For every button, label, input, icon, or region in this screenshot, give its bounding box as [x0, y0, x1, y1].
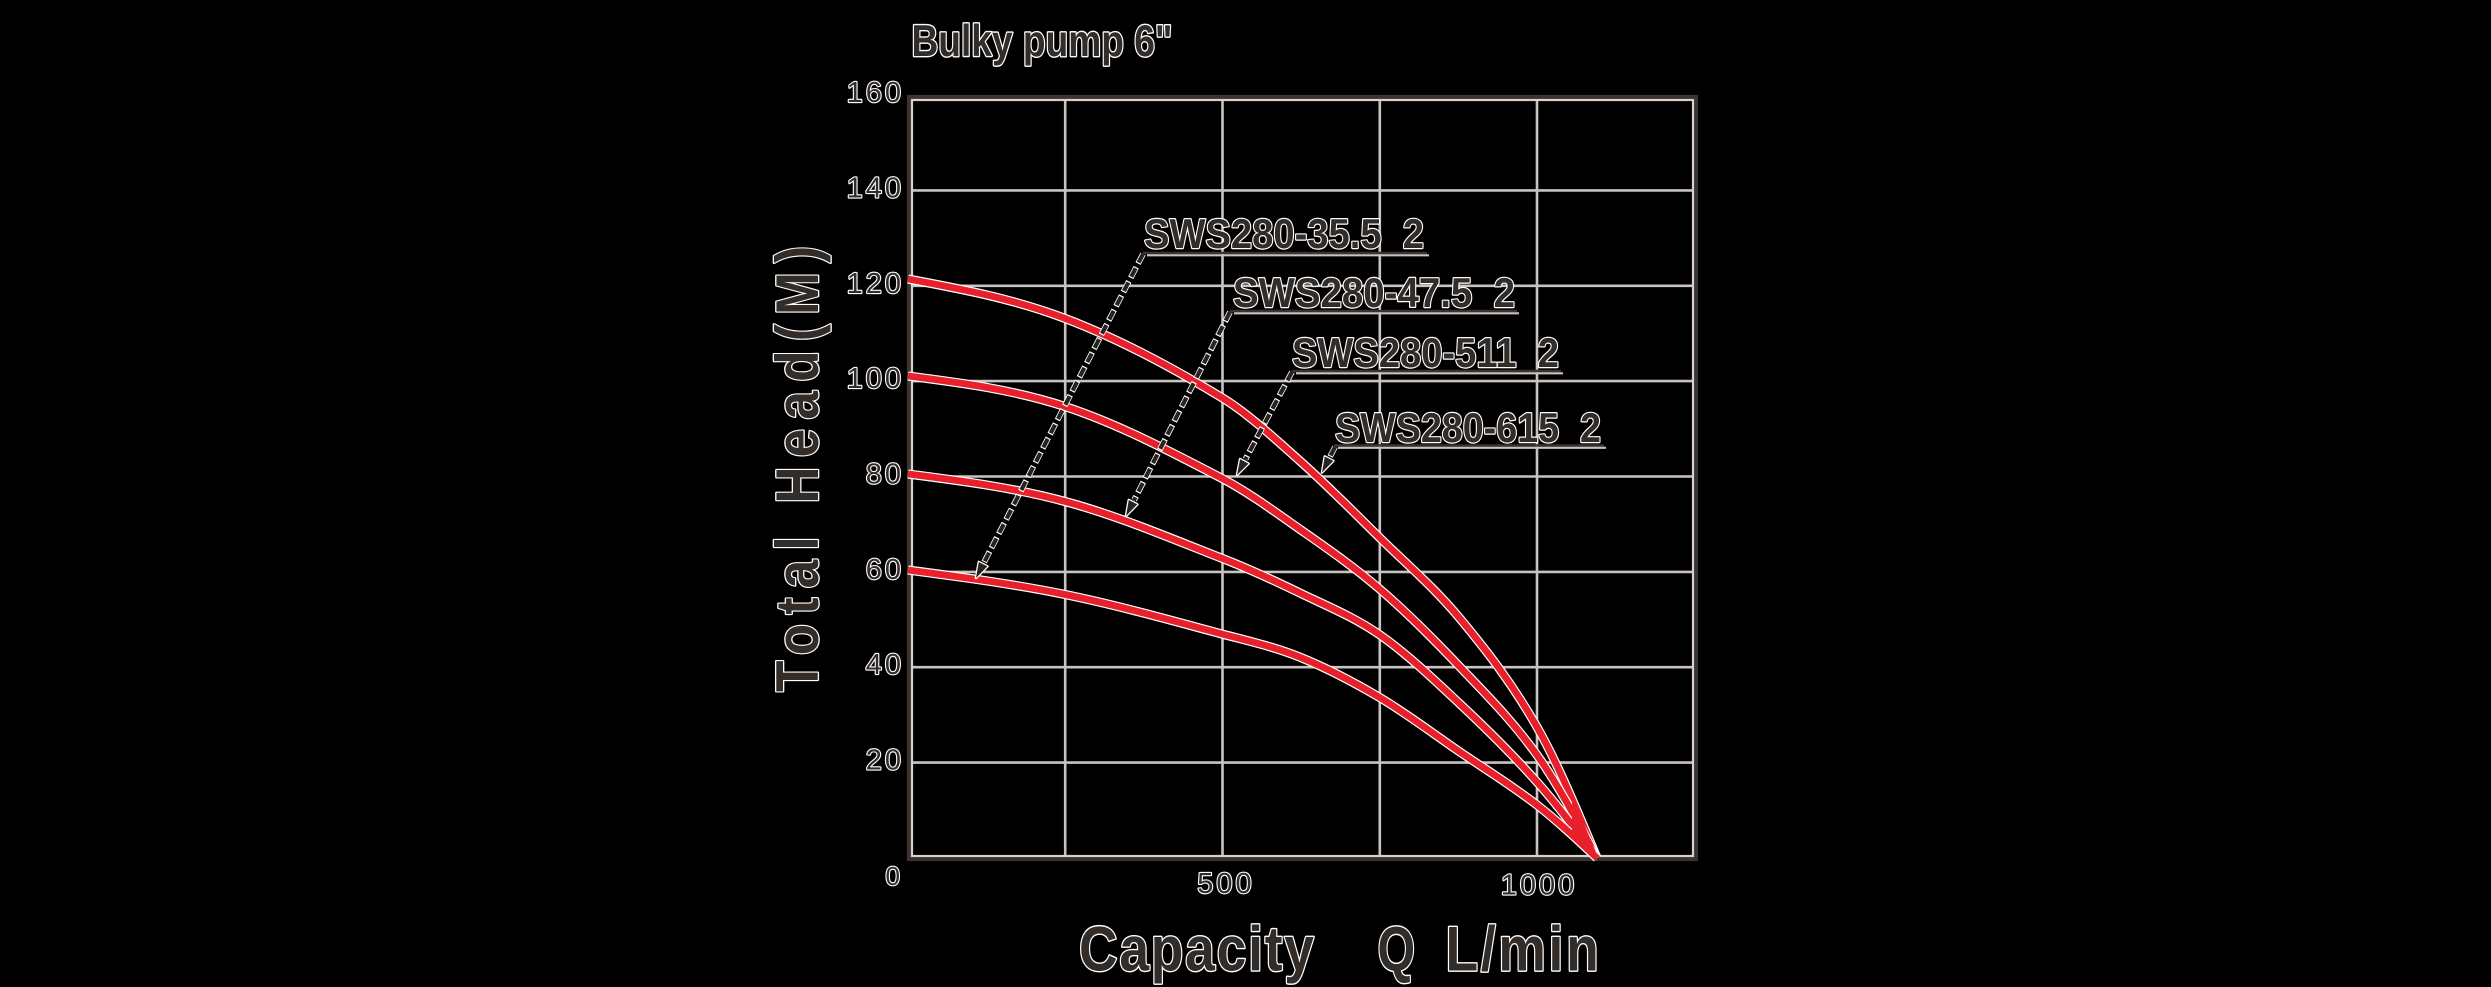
svg-text:Q: Q: [1378, 913, 1416, 984]
svg-text:60: 60: [866, 554, 904, 586]
svg-text:120: 120: [847, 268, 904, 300]
svg-text:40: 40: [866, 649, 904, 681]
svg-text:1000: 1000: [1501, 870, 1578, 902]
svg-text:SWS280-511 2: SWS280-511 2: [1292, 329, 1559, 376]
svg-text:Bulky pump 6": Bulky pump 6": [912, 17, 1173, 66]
svg-text:SWS280-615 2: SWS280-615 2: [1335, 404, 1601, 451]
svg-text:SWS280-47.5 2: SWS280-47.5 2: [1233, 269, 1515, 316]
svg-text:160: 160: [847, 77, 904, 109]
svg-text:140: 140: [847, 172, 904, 204]
svg-text:80: 80: [866, 459, 904, 491]
svg-text:500: 500: [1197, 868, 1254, 900]
svg-text:L/min: L/min: [1446, 914, 1602, 984]
svg-text:0: 0: [886, 861, 900, 891]
svg-text:Total Head(M): Total Head(M): [763, 237, 831, 692]
svg-text:Capacity: Capacity: [1079, 914, 1316, 984]
svg-text:SWS280-35.5 2: SWS280-35.5 2: [1144, 210, 1424, 257]
svg-text:20: 20: [866, 745, 904, 777]
svg-text:100: 100: [847, 363, 904, 395]
